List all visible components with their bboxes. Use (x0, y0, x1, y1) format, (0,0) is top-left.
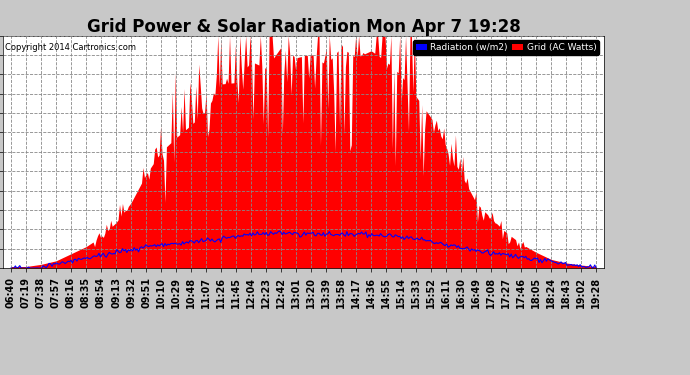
Title: Grid Power & Solar Radiation Mon Apr 7 19:28: Grid Power & Solar Radiation Mon Apr 7 1… (87, 18, 520, 36)
Legend: Radiation (w/m2), Grid (AC Watts): Radiation (w/m2), Grid (AC Watts) (413, 40, 599, 54)
Text: Copyright 2014 Cartronics.com: Copyright 2014 Cartronics.com (5, 43, 136, 52)
